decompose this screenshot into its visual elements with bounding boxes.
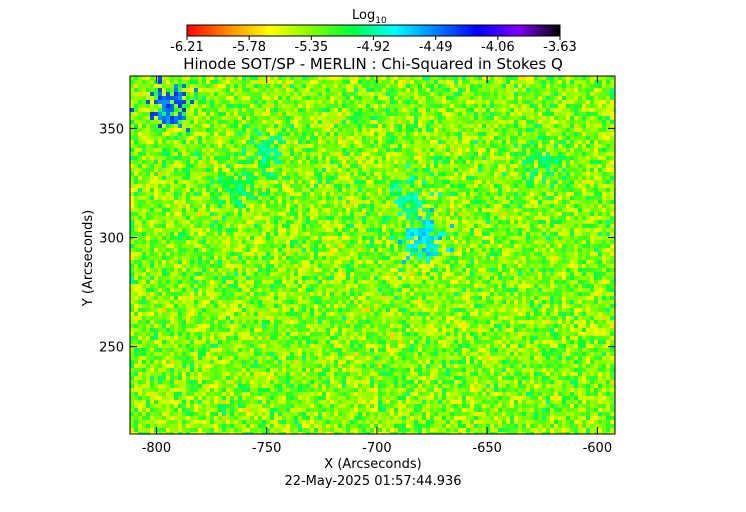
timestamp: 22-May-2025 01:57:44.936 xyxy=(284,474,461,489)
y-tick-label: 300 xyxy=(99,232,124,247)
x-tick-label: -800 xyxy=(142,441,172,456)
x-tick-label: -650 xyxy=(472,441,502,456)
y-tick-label: 250 xyxy=(99,341,124,356)
chart-title: Hinode SOT/SP - MERLIN : Chi-Squared in … xyxy=(183,55,563,73)
y-axis: 250 300 350 xyxy=(99,122,615,356)
colorbar xyxy=(186,24,561,37)
x-tick-label: -750 xyxy=(252,441,282,456)
x-tick-label: -700 xyxy=(362,441,392,456)
colorbar-tick-label: -6.21 xyxy=(170,40,204,55)
y-axis-label: Y (Arcseconds) xyxy=(81,210,96,307)
colorbar-tick-label: -4.92 xyxy=(357,40,391,55)
heatmap-image xyxy=(130,76,615,434)
x-axis-label: X (Arcseconds) xyxy=(324,457,421,472)
colorbar-label: Log10 xyxy=(352,8,387,26)
colorbar-ticks: -6.21 -5.78 -5.35 -4.92 -4.49 -4.06 -3.63 xyxy=(170,36,577,55)
colorbar-tick-label: -3.63 xyxy=(543,40,577,55)
colorbar-tick-label: -5.35 xyxy=(295,40,329,55)
plot-frame xyxy=(129,75,616,435)
colorbar-tick-label: -5.78 xyxy=(232,40,266,55)
colorbar-tick-label: -4.06 xyxy=(481,40,515,55)
colorbar-tick-label: -4.49 xyxy=(419,40,453,55)
y-tick-label: 350 xyxy=(99,122,124,137)
x-tick-label: -600 xyxy=(583,441,613,456)
x-axis: -800 -750 -700 -650 -600 xyxy=(142,76,612,456)
